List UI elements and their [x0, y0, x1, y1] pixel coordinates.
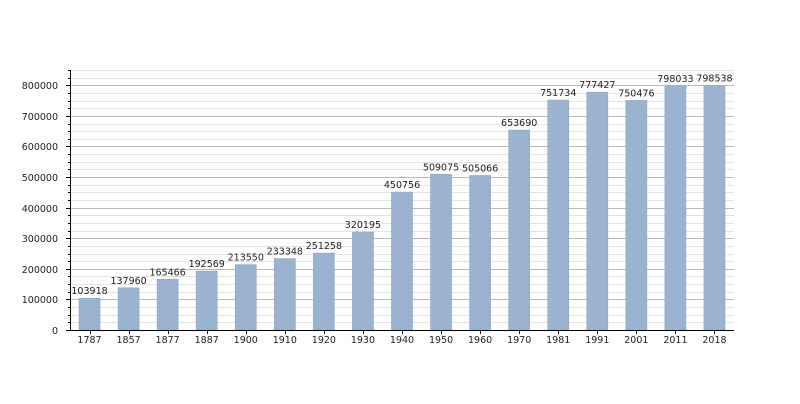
bar: [586, 91, 609, 331]
x-tick-label: 1900: [234, 335, 258, 346]
x-tick-label: 1981: [546, 335, 570, 346]
bar: [547, 99, 570, 331]
x-tick-label: 2018: [702, 335, 726, 346]
bar-value-label: 777427: [579, 80, 615, 91]
bar: [156, 279, 179, 331]
y-tick-label: 800000: [22, 81, 58, 92]
bar: [430, 173, 452, 331]
bar-value-label: 213550: [228, 253, 264, 264]
x-tick-label: 1960: [468, 335, 492, 346]
y-tick-label: 700000: [22, 112, 58, 123]
y-tick-label: 200000: [22, 265, 58, 276]
x-tick-label: 1991: [585, 335, 609, 346]
y-tick-label: 100000: [22, 295, 58, 306]
x-tick-label: 1877: [156, 335, 180, 346]
bar-value-label: 505066: [462, 164, 498, 175]
bar-value-label: 750476: [618, 88, 654, 99]
bar: [274, 258, 296, 331]
y-tick-label: 600000: [22, 142, 58, 153]
x-tick-label: 1950: [429, 335, 453, 346]
bar-value-label: 798033: [657, 74, 693, 85]
axis-layer: [66, 70, 734, 334]
bar-value-label: 233348: [267, 247, 303, 258]
x-tick-label: 1970: [507, 335, 531, 346]
bar: [352, 231, 374, 331]
bar: [508, 129, 530, 331]
x-tick-label: 2011: [663, 335, 687, 346]
bar: [78, 297, 101, 331]
bar-value-label: 165466: [150, 267, 186, 278]
x-tick-label: 1887: [195, 335, 219, 346]
bar: [625, 100, 648, 331]
bar: [391, 191, 413, 331]
y-tick-label: 300000: [22, 234, 58, 245]
bar-value-label: 751734: [540, 88, 576, 99]
label-layer: 0 100000 200000 300000 400000 500000 600000 700…: [22, 74, 733, 346]
bar-value-label: 251258: [306, 241, 342, 252]
bar-value-label: 192569: [189, 259, 225, 270]
bar: [313, 252, 335, 331]
bar: [703, 85, 726, 331]
bar-value-label: 103918: [71, 286, 107, 297]
x-tick-label: 1920: [312, 335, 336, 346]
x-tick-label: 1910: [273, 335, 297, 346]
x-tick-label: 2001: [624, 335, 648, 346]
x-tick-label: 1930: [351, 335, 375, 346]
bar: [664, 85, 687, 331]
bar-value-label: 798538: [696, 74, 732, 85]
bar: [117, 287, 140, 331]
bar: [234, 264, 257, 331]
x-tick-label: 1857: [116, 335, 140, 346]
bar: [195, 270, 218, 331]
bar-value-label: 450756: [384, 180, 420, 191]
bar-layer: [78, 85, 726, 331]
bar-value-label: 137960: [110, 276, 146, 287]
y-tick-label: 400000: [22, 204, 58, 215]
y-tick-label: 0: [52, 326, 58, 337]
bar-value-label: 509075: [423, 162, 459, 173]
y-tick-label: 500000: [22, 173, 58, 184]
x-tick-label: 1787: [77, 335, 101, 346]
bar-value-label: 320195: [345, 220, 381, 231]
bar-value-label: 653690: [501, 118, 537, 129]
bar: [469, 175, 491, 331]
x-tick-label: 1940: [390, 335, 414, 346]
